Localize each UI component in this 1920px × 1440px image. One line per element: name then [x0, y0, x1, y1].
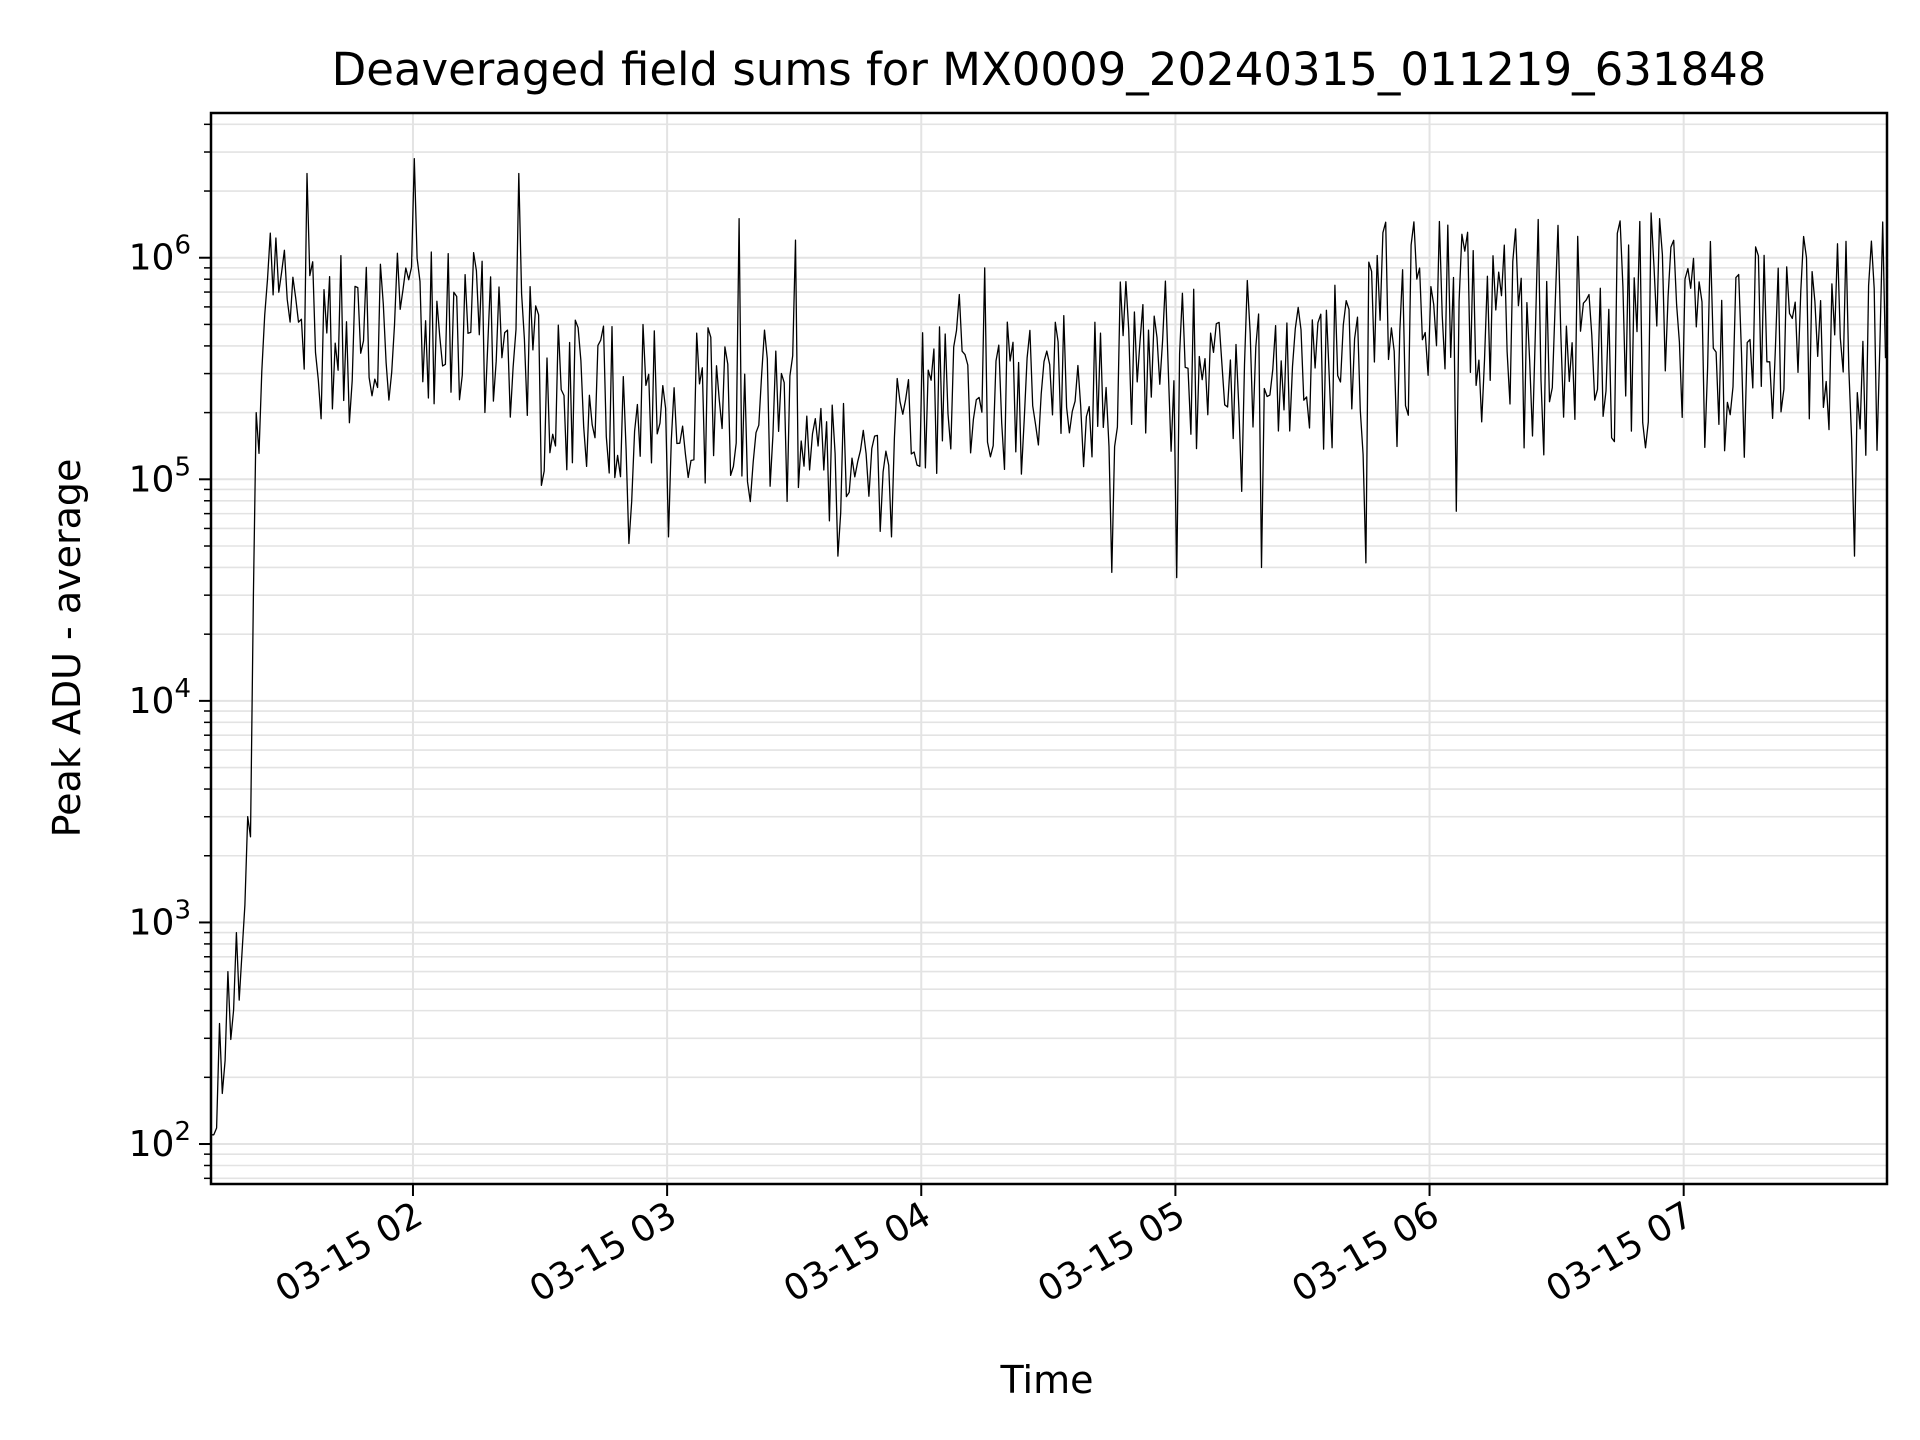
- series-layer: [211, 158, 1887, 1136]
- plot-frame: [209, 111, 1889, 1186]
- y-tick-label: 105: [129, 452, 191, 500]
- y-tick-label: 106: [129, 231, 191, 279]
- ticks: [199, 123, 1685, 1196]
- y-tick-label: 103: [129, 895, 191, 943]
- chart-title: Deaveraged field sums for MX0009_2024031…: [332, 43, 1767, 96]
- y-tick-label: 102: [129, 1117, 191, 1165]
- y-axis-label: Peak ADU - average: [45, 459, 89, 838]
- y-tick-label: 104: [129, 674, 191, 722]
- series-line: [211, 158, 1887, 1136]
- x-axis-label: Time: [1000, 1358, 1094, 1402]
